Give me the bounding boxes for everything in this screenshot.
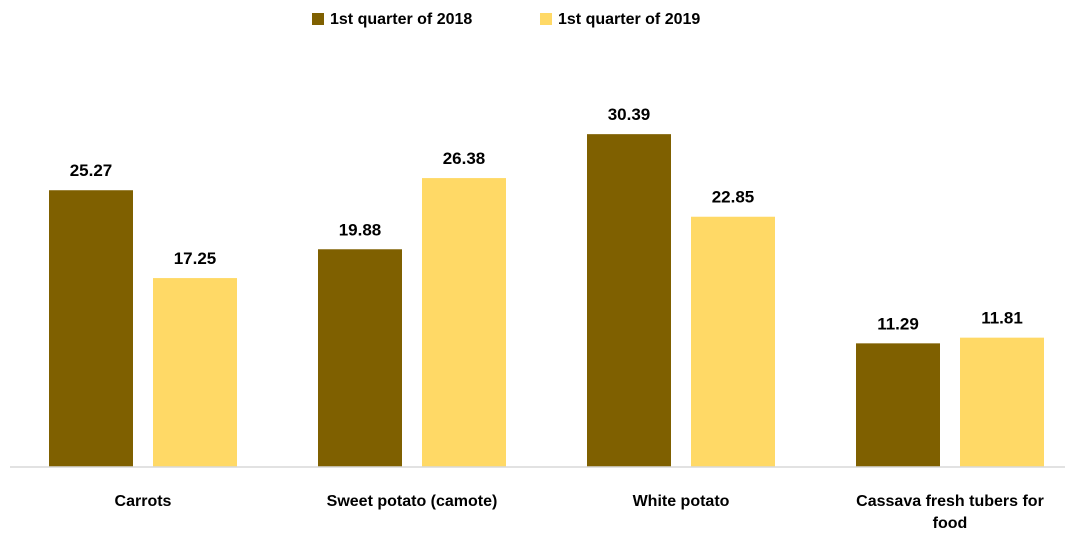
bar-2018-cat-0 — [49, 190, 133, 467]
legend-swatch-2019 — [540, 13, 552, 25]
value-label-2018-cat-2: 30.39 — [608, 105, 651, 124]
category-labels-group: Carrots Sweet potato (camote) White potato… — [115, 493, 1044, 532]
legend-swatch-2018 — [312, 13, 324, 25]
legend-label-2019: 1st quarter of 2019 — [558, 11, 700, 28]
category-label-3-line-1: food — [933, 515, 968, 532]
bar-2018-cat-2 — [587, 134, 671, 467]
value-labels-group: 25.27 17.25 19.88 26.38 30.39 22.85 11.29 11.81 — [70, 105, 1023, 333]
bar-2019-cat-2 — [691, 216, 775, 467]
bar-2019-cat-0 — [153, 278, 237, 467]
category-label-3-line-0: Cassava fresh tubers for — [856, 493, 1044, 510]
value-label-2019-cat-3: 11.81 — [981, 309, 1023, 328]
bar-2018-cat-3 — [856, 343, 940, 467]
category-label-1: Sweet potato (camote) — [327, 493, 498, 510]
value-label-2019-cat-2: 22.85 — [712, 188, 755, 207]
value-label-2019-cat-0: 17.25 — [174, 249, 217, 268]
bar-2019-cat-1 — [422, 178, 506, 468]
bars-group — [49, 134, 1044, 468]
value-label-2018-cat-0: 25.27 — [70, 161, 113, 180]
value-label-2018-cat-1: 19.88 — [339, 220, 382, 239]
legend: 1st quarter of 2018 1st quarter of 2019 — [312, 11, 700, 28]
category-label-2: White potato — [633, 493, 730, 510]
legend-label-2018: 1st quarter of 2018 — [330, 11, 472, 28]
value-label-2019-cat-1: 26.38 — [443, 149, 486, 168]
value-label-2018-cat-3: 11.29 — [877, 314, 919, 333]
bar-2018-cat-1 — [318, 249, 402, 467]
bar-2019-cat-3 — [960, 337, 1044, 467]
category-label-0: Carrots — [115, 493, 172, 510]
